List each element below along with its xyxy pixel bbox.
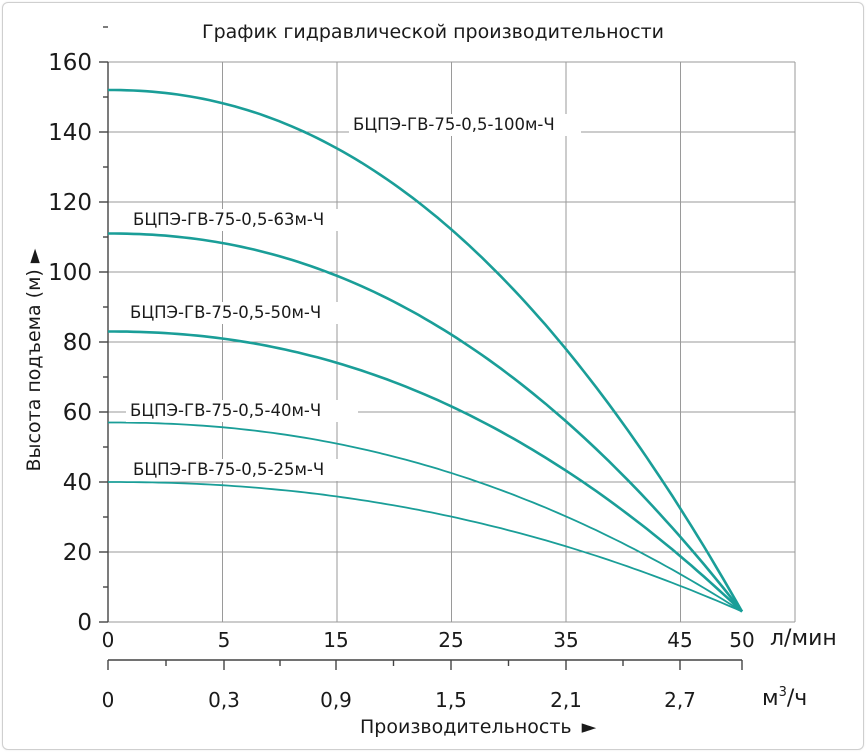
y-tick-label: 60 (63, 400, 92, 426)
x-tick-label-secondary: 1,5 (435, 688, 467, 712)
x-unit-secondary: м3/ч (762, 685, 807, 711)
x-tick-label-primary: 45 (667, 628, 692, 652)
y-tick-label: 160 (48, 50, 92, 76)
curve-line-2 (108, 232, 744, 613)
curve-line-4 (108, 421, 743, 613)
x-tick-label-primary: 5 (218, 628, 231, 652)
chart-title: График гидравлической производительности (202, 21, 664, 43)
x-axis-title: Производительность ► (360, 716, 597, 738)
curve-label-2: БЦПЭ-ГВ-75-0,5-63м-Ч (133, 210, 324, 229)
curve-labels: БЦПЭ-ГВ-75-0,5-100м-Ч БЦПЭ-ГВ-75-0,5-63м-… (126, 114, 581, 481)
y-tick-label: 120 (48, 190, 92, 216)
curve-line-1 (108, 88, 744, 613)
x-tick-label-secondary: 2,1 (550, 688, 582, 712)
performance-curves (108, 88, 744, 613)
y-tick-label: 40 (63, 470, 92, 496)
x-tick-label-primary: 25 (438, 628, 463, 652)
y-tick-label: 0 (77, 610, 92, 636)
x-tick-label-secondary: 0,9 (320, 688, 352, 712)
curve-label-bg (129, 209, 361, 231)
curve-label-bg (349, 114, 581, 136)
x-tick-label-secondary: 0,3 (208, 688, 240, 712)
x-axis-arrow-icon: ► (582, 716, 597, 738)
y-axis-arrow-icon: ► (23, 248, 45, 263)
x-tick-label-secondary: 0 (102, 688, 115, 712)
curve-label-1: БЦПЭ-ГВ-75-0,5-100м-Ч (353, 115, 555, 134)
x-axes: 0 5 15 25 35 45 50 0 0,3 0,9 1,5 2,1 2,7 (102, 628, 755, 712)
x-unit-primary: л/мин (770, 626, 837, 651)
curve-label-bg (126, 400, 358, 422)
y-axis-title: Высота подъема (м)► (23, 248, 45, 471)
curve-label-3: БЦПЭ-ГВ-75-0,5-50м-Ч (130, 303, 321, 322)
curve-label-5: БЦПЭ-ГВ-75-0,5-25м-Ч (133, 460, 324, 479)
y-tick-labels: 0 20 40 60 80 100 120 140 160 (48, 50, 92, 636)
x-tick-label-primary: 0 (102, 628, 115, 652)
y-tick-label: 20 (63, 540, 92, 566)
y-tick-label: 80 (63, 330, 92, 356)
x-tick-label-secondary: 2,7 (664, 688, 696, 712)
y-tick-label: 140 (48, 120, 92, 146)
curve-label-bg (126, 302, 358, 324)
curve-label-bg (129, 459, 361, 481)
x-tick-label-primary: 15 (323, 628, 348, 652)
x-tick-label-primary: 50 (729, 628, 754, 652)
curve-label-4: БЦПЭ-ГВ-75-0,5-40м-Ч (130, 401, 321, 420)
x-tick-label-primary: 35 (553, 628, 578, 652)
curve-line-3 (108, 330, 743, 613)
curve-line-5 (108, 481, 743, 613)
y-tick-label: 100 (48, 260, 92, 286)
